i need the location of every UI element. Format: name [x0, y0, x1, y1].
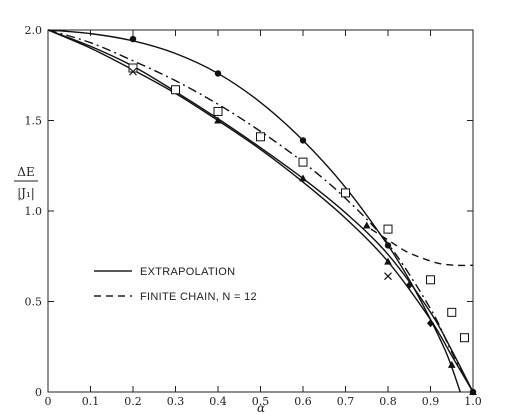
x-tick-label: 0.1 — [82, 395, 100, 408]
x-axis-label: α — [257, 401, 265, 414]
marker-cross — [384, 272, 392, 281]
marker-square — [256, 132, 265, 142]
y-axis-label-bottom: |J₁| — [17, 186, 35, 200]
x-tick-label: 0.7 — [337, 395, 355, 408]
curve-dashdot-1 — [47, 29, 474, 393]
x-tick-label: 0.8 — [379, 395, 397, 408]
marker-circle — [129, 35, 137, 43]
marker-circle — [384, 242, 392, 249]
x-tick-label: 1.0 — [464, 395, 482, 408]
marker-circle — [299, 137, 307, 144]
marker-square — [213, 106, 223, 116]
marker-triangle — [469, 388, 477, 395]
x-tick-label: 0.3 — [167, 395, 185, 408]
y-tick-label: 2.0 — [25, 24, 43, 37]
marker-square — [341, 188, 350, 198]
y-tick-label: 1.0 — [25, 205, 43, 218]
marker-diamond — [405, 281, 413, 290]
y-tick-label: 1.5 — [25, 115, 43, 128]
markers — [128, 35, 477, 396]
plot-frame — [47, 29, 474, 393]
y-axis-label-top: ΔE — [17, 165, 34, 179]
marker-square — [383, 224, 393, 234]
y-tick-labels: 0 0.5 1.0 1.5 2.0 — [25, 24, 43, 399]
legend-label-extrapolation: EXTRAPOLATION — [140, 266, 235, 278]
marker-square — [460, 333, 469, 343]
marker-triangle — [214, 116, 222, 124]
axis-ticks — [47, 29, 474, 393]
marker-cross — [129, 67, 137, 76]
y-tick-label: 0 — [35, 386, 42, 399]
marker-square — [298, 157, 308, 167]
marker-circle — [214, 70, 222, 77]
y-tick-label: 0.5 — [25, 296, 43, 309]
marker-square — [447, 307, 457, 317]
marker-triangle — [384, 257, 392, 265]
marker-triangle — [362, 221, 371, 229]
legend-label-finite-chain: FINITE CHAIN, N = 12 — [140, 291, 257, 303]
x-tick-label: 0.5 — [252, 395, 270, 408]
marker-triangle — [447, 360, 456, 368]
x-tick-label: 0.6 — [294, 395, 312, 408]
x-tick-label: 0.4 — [209, 395, 227, 408]
x-tick-label: 0 — [45, 395, 52, 408]
marker-square — [426, 275, 435, 285]
x-tick-label: 0.2 — [124, 395, 142, 408]
curves — [47, 29, 474, 393]
x-tick-labels: 0 0.1 0.2 0.3 0.4 0.5 0.6 0.7 0.8 0.9 1.0 — [45, 395, 482, 408]
marker-triangle — [299, 174, 307, 182]
curve-solid-3 — [47, 29, 474, 393]
marker-square — [171, 85, 180, 95]
legend: EXTRAPOLATION FINITE CHAIN, N = 12 — [94, 266, 257, 303]
x-tick-label: 0.9 — [422, 395, 440, 408]
curve-solid-0 — [47, 29, 461, 393]
marker-diamond — [427, 319, 434, 328]
curve-solid-2 — [47, 29, 474, 393]
